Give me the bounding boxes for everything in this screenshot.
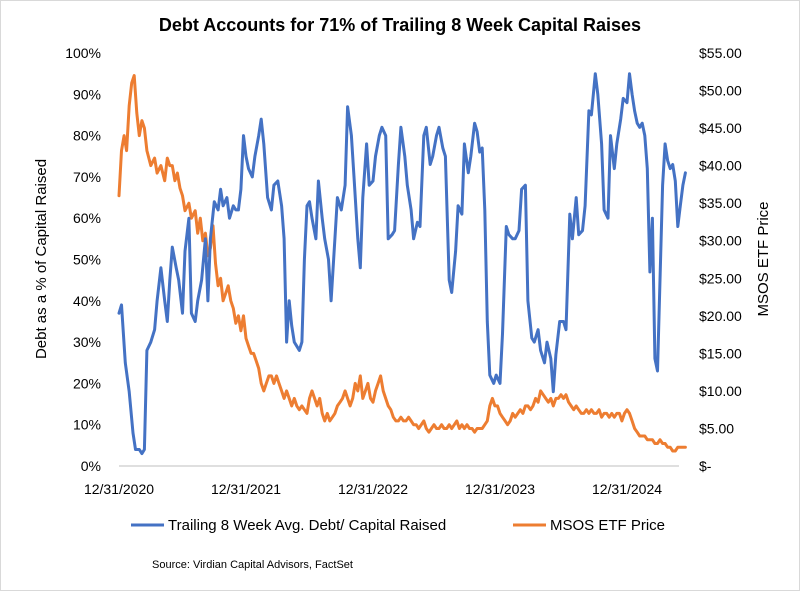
x-tick-label: 12/31/2022 <box>338 481 408 497</box>
left-axis-label: Debt as a % of Capital Raised <box>33 159 50 359</box>
x-tick-label: 12/31/2021 <box>211 481 281 497</box>
right-tick-label: $35.00 <box>699 195 742 211</box>
series-line-msos <box>117 74 687 453</box>
left-tick-label: 40% <box>73 293 101 309</box>
right-tick-label: $15.00 <box>699 345 742 361</box>
source-note: Source: Virdian Capital Advisors, FactSe… <box>152 559 353 571</box>
left-tick-label: 50% <box>73 252 101 268</box>
legend-label-msos: MSOS ETF Price <box>550 517 665 534</box>
left-tick-label: 60% <box>73 210 101 226</box>
x-tick-label: 12/31/2020 <box>84 481 154 497</box>
left-tick-label: 10% <box>73 417 101 433</box>
left-tick-label: 100% <box>65 45 101 61</box>
right-tick-label: $40.00 <box>699 158 742 174</box>
left-tick-label: 0% <box>81 458 101 474</box>
right-tick-label: $- <box>699 458 712 474</box>
left-tick-label: 80% <box>73 128 101 144</box>
right-tick-label: $30.00 <box>699 233 742 249</box>
series-line-debt <box>117 72 687 456</box>
right-tick-label: $25.00 <box>699 270 742 286</box>
left-tick-label: 20% <box>73 375 101 391</box>
right-tick-label: $50.00 <box>699 83 742 99</box>
right-tick-label: $5.00 <box>699 420 734 436</box>
series-layer <box>117 72 687 456</box>
x-axis-ticks: 12/31/2020 12/31/2021 12/31/2022 12/31/2023… <box>84 481 662 497</box>
x-tick-label: 12/31/2024 <box>592 481 662 497</box>
left-tick-label: 70% <box>73 169 101 185</box>
right-tick-label: $55.00 <box>699 45 742 61</box>
left-tick-label: 30% <box>73 334 101 350</box>
x-tick-label: 12/31/2023 <box>465 481 535 497</box>
right-axis-label: MSOS ETF Price <box>755 201 772 316</box>
left-tick-label: 90% <box>73 86 101 102</box>
right-tick-label: $10.00 <box>699 383 742 399</box>
right-axis-ticks: $- $5.00 $10.00 $15.00 $20.00 $25.00 $30.00 $35… <box>699 45 742 474</box>
right-tick-label: $45.00 <box>699 120 742 136</box>
right-tick-label: $20.00 <box>699 308 742 324</box>
legend: Trailing 8 Week Avg. Debt/ Capital Raise… <box>131 517 665 534</box>
chart-title: Debt Accounts for 71% of Trailing 8 Week… <box>159 15 641 35</box>
left-axis-ticks: 0% 10% 20% 30% 40% 50% 60% 70% 80% 90% 100% <box>65 45 101 474</box>
legend-label-debt: Trailing 8 Week Avg. Debt/ Capital Raise… <box>168 517 446 534</box>
